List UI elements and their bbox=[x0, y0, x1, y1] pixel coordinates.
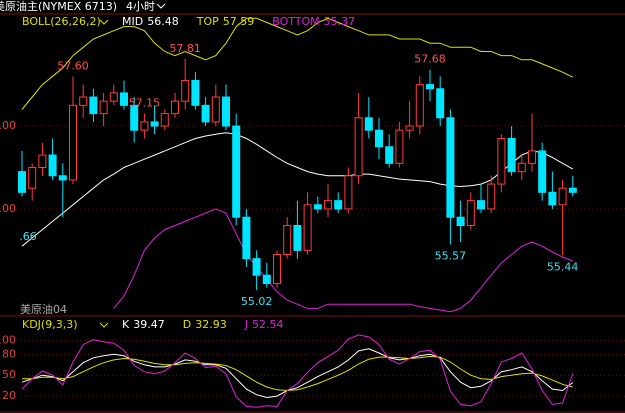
candle-body bbox=[415, 84, 424, 127]
line-j bbox=[21, 334, 574, 408]
price-annotation: 57.81 bbox=[169, 42, 201, 55]
indicator-name: BOLL(26,26,2) bbox=[22, 15, 101, 28]
candle-body bbox=[303, 204, 312, 251]
candle-body bbox=[18, 171, 26, 193]
legend-value: 57.59 bbox=[223, 15, 255, 28]
candle-body bbox=[48, 154, 57, 177]
y-tick-label: 50 bbox=[2, 368, 16, 381]
candle-body bbox=[324, 200, 332, 210]
price-annotation: 55.44 bbox=[547, 260, 579, 273]
candle-body bbox=[538, 150, 547, 193]
legend-name: J bbox=[244, 318, 248, 331]
candle-body bbox=[109, 92, 118, 102]
legend-value: 32.93 bbox=[195, 318, 227, 331]
candle-body bbox=[69, 104, 77, 181]
y-tick-label: 20 bbox=[2, 389, 16, 402]
candle-body bbox=[528, 150, 536, 164]
candle-body bbox=[507, 137, 516, 173]
candle-body bbox=[385, 146, 394, 164]
indicator-chevron[interactable] bbox=[99, 19, 109, 25]
candle-body bbox=[395, 129, 404, 164]
legend-value: 39.47 bbox=[133, 318, 165, 331]
legend-name: TOP bbox=[196, 15, 219, 28]
symbol: 美原油主(NYMEX 6713) bbox=[0, 0, 117, 13]
candle-body bbox=[436, 88, 445, 119]
candle-body bbox=[99, 100, 108, 115]
candle-body bbox=[405, 125, 414, 131]
candle-body bbox=[456, 216, 465, 226]
y-tick-label: 57.00 bbox=[0, 119, 16, 132]
candle-body bbox=[293, 224, 302, 251]
price-annotation: 57.60 bbox=[57, 59, 89, 72]
candle-body bbox=[120, 92, 128, 106]
period[interactable]: 4小时 bbox=[126, 0, 155, 13]
y-tick-label: 56.00 bbox=[0, 202, 16, 215]
candle-body bbox=[252, 258, 261, 276]
candle-body bbox=[150, 121, 159, 127]
candle-body bbox=[364, 117, 373, 131]
candle-body bbox=[354, 117, 363, 177]
candle-body bbox=[201, 104, 210, 123]
candle-body bbox=[487, 183, 496, 210]
candle-body bbox=[171, 100, 179, 115]
period-chevron[interactable] bbox=[156, 3, 166, 9]
price-annotation: .66 bbox=[19, 230, 37, 243]
y-tick-label: 100 bbox=[0, 333, 16, 346]
candle-body bbox=[273, 254, 281, 285]
candle-body bbox=[568, 187, 577, 193]
candle-body bbox=[548, 191, 557, 206]
line-bottom bbox=[113, 208, 573, 313]
y-tick-label: 80 bbox=[2, 347, 16, 360]
candle-body bbox=[375, 129, 383, 148]
legend-name: BOTTOM bbox=[272, 15, 319, 28]
candle-body bbox=[222, 96, 230, 127]
candle-body bbox=[38, 154, 47, 168]
legend-name: D bbox=[183, 318, 191, 331]
candle-body bbox=[558, 187, 567, 206]
candle-body bbox=[89, 96, 98, 115]
candle-body bbox=[140, 121, 149, 131]
candle-body bbox=[283, 224, 292, 256]
price-annotation: 55.02 bbox=[241, 295, 273, 308]
candle-body bbox=[191, 79, 200, 106]
candle-body bbox=[497, 137, 506, 185]
legend-name: MID bbox=[122, 15, 143, 28]
candle-body bbox=[181, 79, 190, 102]
legend-value: 56.48 bbox=[147, 15, 179, 28]
price-annotation: 55.57 bbox=[435, 250, 467, 263]
line-top bbox=[21, 17, 574, 110]
candle-body bbox=[28, 166, 37, 189]
candle-body bbox=[58, 175, 67, 181]
candle-body bbox=[262, 274, 271, 285]
line-d bbox=[22, 355, 573, 392]
candle-body bbox=[426, 84, 434, 90]
candle-body bbox=[517, 162, 526, 173]
legend-value: 52.54 bbox=[252, 318, 284, 331]
candle-body bbox=[477, 200, 485, 210]
candle-body bbox=[344, 175, 353, 210]
indicator-chevron[interactable] bbox=[99, 322, 109, 328]
legend-value: 55.37 bbox=[324, 15, 356, 28]
candle-body bbox=[242, 216, 251, 260]
candle-body bbox=[232, 125, 241, 218]
price-annotation: 57.68 bbox=[414, 53, 446, 66]
legend-name: K bbox=[122, 318, 130, 331]
candle-body bbox=[160, 113, 169, 127]
candle-body bbox=[130, 104, 139, 131]
line-k bbox=[21, 348, 574, 399]
contract-label: 美原油04 bbox=[20, 302, 67, 316]
candle-body bbox=[313, 204, 322, 210]
price-annotation: 57.15 bbox=[129, 97, 161, 110]
candle-body bbox=[466, 200, 475, 226]
candle-body bbox=[79, 96, 88, 106]
candle-body bbox=[211, 96, 220, 123]
candle-body bbox=[334, 200, 343, 210]
candle-body bbox=[446, 117, 455, 218]
indicator-name: KDJ(9,3,3) bbox=[22, 318, 78, 331]
